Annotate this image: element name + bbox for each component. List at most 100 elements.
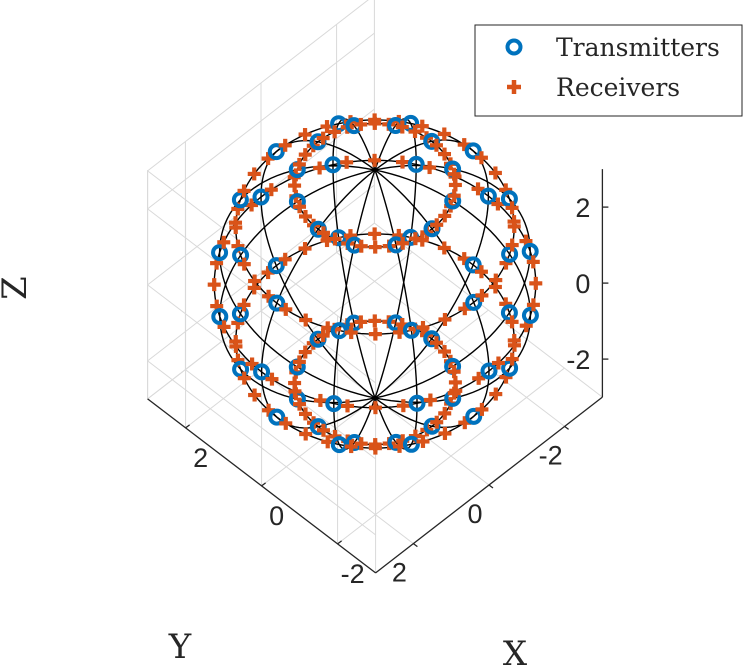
z-tick-label: 0 xyxy=(575,269,590,299)
receiver-point xyxy=(354,437,368,451)
receiver-point xyxy=(298,242,312,256)
transmitter-point xyxy=(464,256,482,274)
transmitter-point xyxy=(465,407,483,425)
y-tick-label: 2 xyxy=(392,558,407,588)
receiver-point xyxy=(344,326,358,340)
receiver-point xyxy=(328,232,342,246)
receiver-point xyxy=(526,255,540,269)
x-tick-mark xyxy=(185,424,190,429)
receiver-point xyxy=(438,426,452,440)
receiver-point xyxy=(354,117,368,131)
x-tick-label: 2 xyxy=(193,443,208,473)
receiver-point xyxy=(207,278,221,292)
receiver-point xyxy=(298,148,312,162)
receiver-point xyxy=(438,209,452,223)
receiver-point xyxy=(313,393,327,407)
receiver-point xyxy=(529,276,543,290)
receiver-point xyxy=(293,397,307,411)
receiver-point xyxy=(449,384,463,398)
meridian-circle xyxy=(260,139,490,429)
receiver-point xyxy=(354,239,368,253)
transmitter-point xyxy=(480,362,498,380)
grid-line xyxy=(147,208,376,384)
x-tick-mark xyxy=(337,540,342,545)
receiver-point xyxy=(316,226,330,240)
receiver-point xyxy=(395,120,409,134)
receiver-point xyxy=(288,384,302,398)
x-axis-label: X xyxy=(503,634,528,671)
transmitter-point xyxy=(267,257,285,275)
receiver-point xyxy=(408,232,422,246)
receiver-point xyxy=(278,138,292,152)
receiver-point xyxy=(328,125,342,139)
receiver-point xyxy=(396,236,410,250)
transmitter-point xyxy=(253,363,271,381)
receiver-point xyxy=(475,402,489,416)
receiver-point xyxy=(245,198,259,212)
receiver-point xyxy=(505,315,519,329)
receiver-point xyxy=(416,320,430,334)
receiver-point xyxy=(265,372,279,386)
z-axis-label: Z xyxy=(0,276,35,300)
receiver-point xyxy=(237,257,251,271)
receiver-point xyxy=(489,387,503,401)
y-tick-label: 0 xyxy=(467,499,482,529)
receiver-point xyxy=(472,371,486,385)
transmitter-point xyxy=(521,306,539,324)
z-tick-label: 2 xyxy=(575,193,590,223)
transmitter-point xyxy=(500,304,518,322)
receiver-point xyxy=(408,125,422,139)
receiver-point xyxy=(489,273,503,287)
transmitter-point xyxy=(521,242,539,260)
receiver-point xyxy=(396,155,410,169)
receiver-point xyxy=(474,151,488,165)
grid-line xyxy=(185,369,414,544)
transmitter-point xyxy=(211,244,229,262)
transmitter-point xyxy=(402,321,420,339)
legend-label-transmitters: Transmitters xyxy=(556,33,720,62)
receiver-point xyxy=(430,218,444,232)
receiver-point xyxy=(505,238,519,252)
receiver-point xyxy=(217,320,231,334)
transmitter-point xyxy=(501,245,519,263)
receiver-point xyxy=(368,227,382,241)
transmitter-point xyxy=(231,305,249,323)
legend: Transmitters Receivers xyxy=(474,24,743,117)
transmitter-point xyxy=(268,408,286,426)
transmitter-point xyxy=(324,156,342,174)
sphere-wireframe xyxy=(213,118,537,450)
receiver-point xyxy=(368,240,382,254)
receiver-point xyxy=(438,345,452,359)
receiver-point xyxy=(430,415,444,429)
transmitter-point xyxy=(211,308,229,326)
receiver-point xyxy=(245,357,259,371)
receiver-point xyxy=(437,241,451,255)
transmitter-point xyxy=(232,246,250,264)
y-tick-mark xyxy=(564,425,569,430)
receiver-point xyxy=(505,201,519,215)
x-tick-label: 0 xyxy=(269,501,284,531)
transmitter-point xyxy=(267,143,285,161)
latitude-circle xyxy=(213,159,537,409)
meridian-circle xyxy=(333,118,417,450)
receiver-point xyxy=(279,302,293,316)
receiver-point xyxy=(474,265,488,279)
receiver-point xyxy=(507,219,521,233)
x-tick-label: -2 xyxy=(341,559,365,589)
x-tick-mark xyxy=(261,482,266,487)
grid-line xyxy=(147,32,375,210)
receiver-point xyxy=(292,157,306,171)
receiver-point xyxy=(316,423,330,437)
receiver-point xyxy=(237,371,251,385)
receiver-point xyxy=(448,178,462,192)
receiver-point xyxy=(438,312,452,326)
receiver-point xyxy=(316,131,330,145)
receiver-point xyxy=(429,336,443,350)
y-tick-label: -2 xyxy=(539,440,563,470)
receiver-point xyxy=(340,155,354,169)
transmitter-point xyxy=(402,435,420,453)
receiver-point xyxy=(298,345,312,359)
receiver-point xyxy=(423,393,437,407)
transmitter-point xyxy=(479,187,497,205)
